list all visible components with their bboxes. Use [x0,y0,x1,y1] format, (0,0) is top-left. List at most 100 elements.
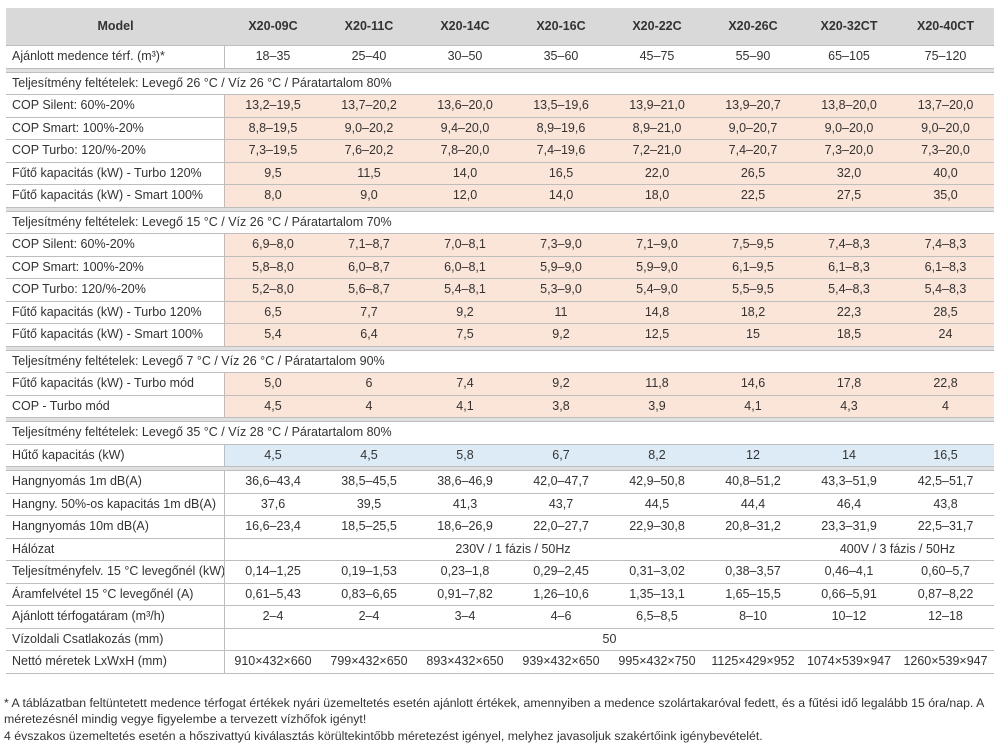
table-cell: 4–6 [513,606,609,629]
table-cell: 22,0–27,7 [513,516,609,539]
footnote-pool-volume: * A táblázatban feltüntetett medence tér… [4,696,984,726]
row-label: Fűtő kapacitás (kW) - Turbo mód [6,373,225,396]
table-cell: 32,0 [801,162,897,185]
row-label: COP Smart: 100%-20% [6,117,225,140]
table-cell: 13,7–20,2 [321,95,417,118]
table-cell: 38,6–46,9 [417,471,513,494]
table-cell: 2–4 [321,606,417,629]
table-cell: 0,19–1,53 [321,561,417,584]
table-cell: 16,5 [897,444,994,467]
table-cell: 7,2–21,0 [609,140,705,163]
model-col-header: X20-11C [321,8,417,46]
row-label: COP Silent: 60%-20% [6,234,225,257]
table-row: Teljesítményfelv. 15 °C levegőnél (kW) 0,… [6,561,994,584]
table-cell: 6,1–8,3 [897,256,994,279]
table-cell: 3,9 [609,395,705,418]
table-cell: 5,5–9,5 [705,279,801,302]
table-cell: 0,60–5,7 [897,561,994,584]
section-gap [6,207,994,212]
table-cell: 11,8 [609,373,705,396]
table-cell: 12,5 [609,324,705,347]
table-cell: 893×432×650 [417,651,513,674]
table-cell: 8–10 [705,606,801,629]
model-col-header: X20-32CT [801,8,897,46]
table-row: Ajánlott térfogatáram (m³/h) 2–4 2–4 3–4 4–6… [6,606,994,629]
table-cell: 0,38–3,57 [705,561,801,584]
table-cell: 36,6–43,4 [225,471,321,494]
table-cell: 12–18 [897,606,994,629]
table-cell: 9,0 [321,185,417,208]
table-cell: 11,5 [321,162,417,185]
table-cell: 5,9–9,0 [513,256,609,279]
section-gap [6,467,994,471]
table-cell: 5,9–9,0 [609,256,705,279]
model-col-header: X20-09C [225,8,321,46]
table-cell: 16,5 [513,162,609,185]
table-cell: 6,5–8,5 [609,606,705,629]
row-label: COP Turbo: 120/%-20% [6,279,225,302]
model-col-header: X20-40CT [897,8,994,46]
section-title-row: Teljesítmény feltételek: Levegő 15 °C / … [6,212,994,234]
table-cell: 22,3 [801,301,897,324]
table-cell: 17,8 [801,373,897,396]
table-cell: 22,9–30,8 [609,516,705,539]
table-cell: 0,66–5,91 [801,583,897,606]
network-row: Hálózat 230V / 1 fázis / 50Hz 400V / 3 fáz… [6,538,994,561]
table-cell: 9,2 [513,324,609,347]
model-col-header: X20-16C [513,8,609,46]
header-row: Model X20-09C X20-11C X20-14C X20-16C X2… [6,8,994,46]
table-cell: 42,9–50,8 [609,471,705,494]
table-cell: 55–90 [705,46,801,69]
table-cell: 38,5–45,5 [321,471,417,494]
table-cell: 4,3 [801,395,897,418]
table-cell: 4,5 [225,444,321,467]
network-single-phase: 230V / 1 fázis / 50Hz [225,539,801,561]
table-cell: 6,1–8,3 [801,256,897,279]
table-cell: 5,6–8,7 [321,279,417,302]
table-row: COP Turbo: 120/%-20% 7,3–19,5 7,6–20,2 7,8–… [6,140,994,163]
table-cell: 4 [897,395,994,418]
table-cell: 43,3–51,9 [801,471,897,494]
table-cell: 939×432×650 [513,651,609,674]
table-cell: 0,14–1,25 [225,561,321,584]
row-label: COP Turbo: 120/%-20% [6,140,225,163]
table-cell: 9,0–20,2 [321,117,417,140]
table-cell: 799×432×650 [321,651,417,674]
table-row: COP Smart: 100%-20% 5,8–8,0 6,0–8,7 6,0–8,1… [6,256,994,279]
table-cell: 13,7–20,0 [897,95,994,118]
table-cell: 8,2 [609,444,705,467]
spec-table-container: Model X20-09C X20-11C X20-14C X20-16C X2… [6,8,994,674]
table-cell: 22,0 [609,162,705,185]
table-cell: 44,5 [609,493,705,516]
footnotes: * A táblázatban feltüntetett medence tér… [4,695,994,744]
table-cell: 25–40 [321,46,417,69]
table-cell: 0,83–6,65 [321,583,417,606]
section-title-row: Teljesítmény feltételek: Levegő 26 °C / … [6,73,994,95]
table-cell: 6,4 [321,324,417,347]
table-cell: 910×432×660 [225,651,321,674]
table-cell: 0,31–3,02 [609,561,705,584]
table-row: Hűtő kapacitás (kW) 4,5 4,5 5,8 6,7 8,2 12 14 16… [6,444,994,467]
section-gap-cell [6,346,994,351]
table-cell: 7,1–9,0 [609,234,705,257]
table-cell: 6,1–9,5 [705,256,801,279]
table-cell: 4,5 [321,444,417,467]
section-gap-cell [6,467,994,471]
table-cell: 13,5–19,6 [513,95,609,118]
table-cell: 1,35–13,1 [609,583,705,606]
table-cell: 9,0–20,0 [897,117,994,140]
table-cell: 18,2 [705,301,801,324]
model-header: Model [6,8,225,46]
row-label: Fűtő kapacitás (kW) - Smart 100% [6,324,225,347]
table-cell: 0,91–7,82 [417,583,513,606]
section-gap-cell [6,68,994,73]
section-title: Teljesítmény feltételek: Levegő 7 °C / V… [6,351,994,373]
row-label: Ajánlott medence térf. (m³)* [6,46,225,69]
table-row: Fűtő kapacitás (kW) - Smart 100% 5,4 6,4 7,… [6,324,994,347]
table-cell: 0,23–1,8 [417,561,513,584]
table-row: Hangny. 50%-os kapacitás 1m dB(A) 37,6 39,… [6,493,994,516]
table-cell: 0,46–4,1 [801,561,897,584]
table-cell: 43,8 [897,493,994,516]
table-cell: 13,9–20,7 [705,95,801,118]
section-title: Teljesítmény feltételek: Levegő 26 °C / … [6,73,994,95]
